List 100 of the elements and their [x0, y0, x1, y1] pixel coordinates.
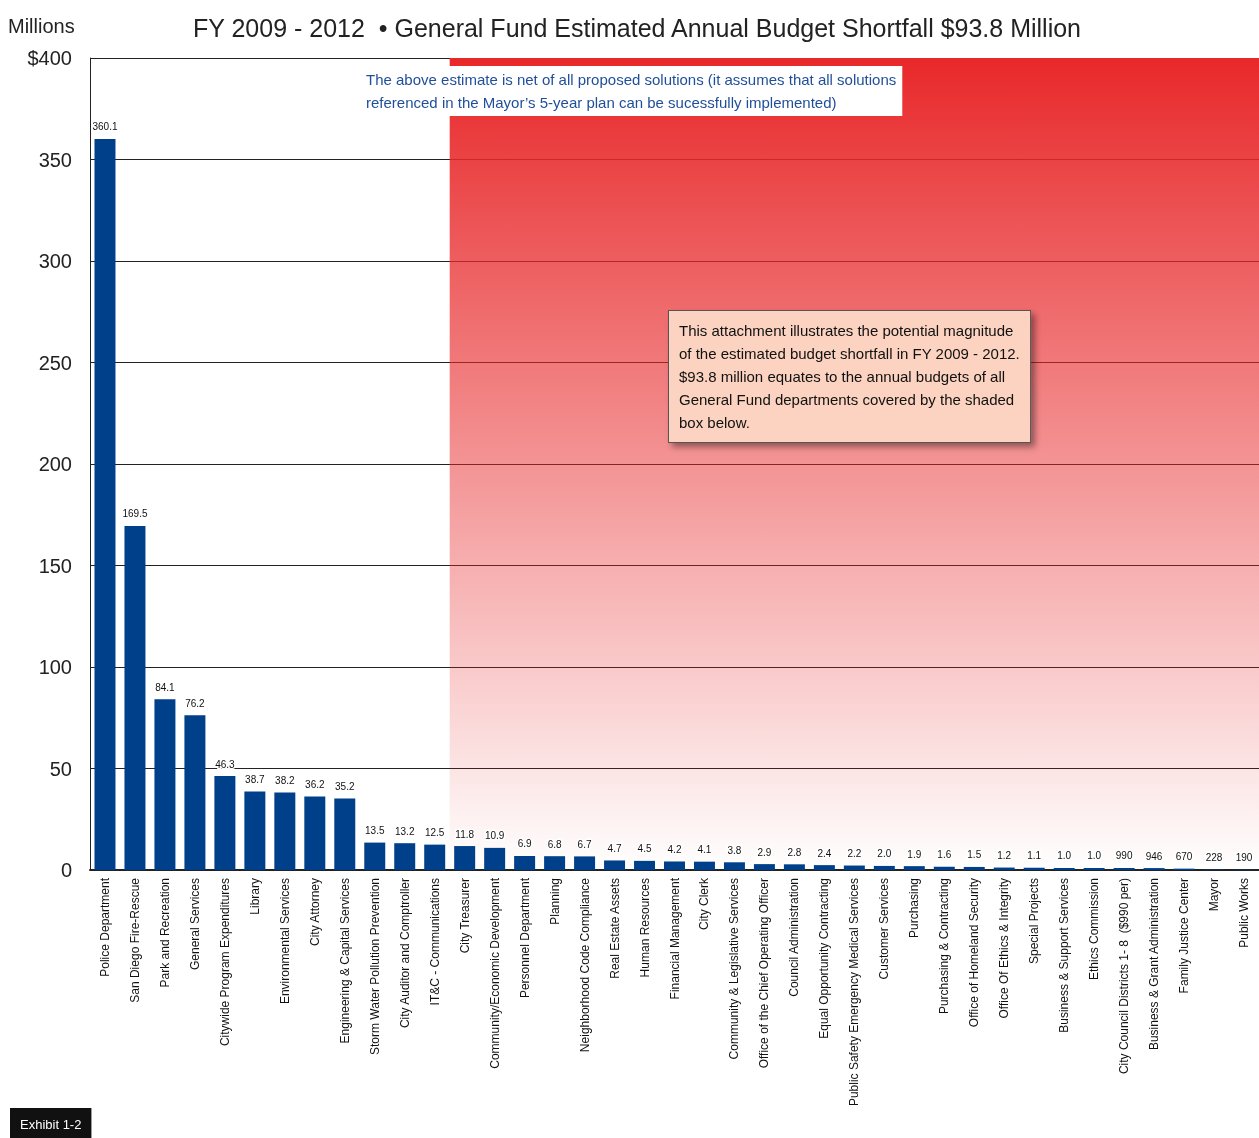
bar	[753, 864, 775, 870]
data-label: 36.2	[305, 779, 325, 791]
x-tick-label: Mayor	[1207, 878, 1222, 912]
x-tick-label: Office of Homeland Security	[967, 878, 982, 1028]
annotation: 990	[1115, 850, 1133, 862]
bar	[933, 866, 955, 870]
x-tick-label: Business & Grant Administration	[1147, 878, 1162, 1051]
data-label: 1.1	[1027, 850, 1042, 862]
data-label: 46.3	[215, 758, 236, 770]
data-label: 4.2	[667, 843, 682, 855]
bar	[124, 525, 146, 870]
bar	[334, 798, 356, 870]
x-tick-label: Ethics Commission	[1087, 878, 1102, 981]
x-tick-label: Family Justice Center	[1177, 878, 1192, 994]
data-label: 2.4	[817, 847, 832, 859]
bar	[664, 861, 685, 870]
data-label: 1.9	[907, 848, 922, 860]
x-tick-label: Neighborhood Code Compliance	[577, 877, 592, 1053]
bar	[903, 866, 925, 870]
data-label: 12.5	[424, 827, 445, 839]
data-label: 84.1	[155, 681, 176, 693]
data-label: 2.2	[847, 848, 862, 860]
annotation: 670	[1175, 851, 1193, 863]
x-tick-label: Community/Economic Development	[487, 877, 502, 1069]
data-label: 1.2	[997, 850, 1012, 862]
data-label: 1.0	[1057, 850, 1072, 862]
bar	[154, 699, 176, 870]
chart-title: FY 2009 - 2012 • General Fund Estimated Annual Budget Shortfall $93.8 Million	[193, 13, 1082, 42]
bar	[304, 796, 326, 870]
x-tick-label: Office Of Ethics & Integrity	[997, 878, 1012, 1019]
data-label: 2.8	[787, 846, 802, 858]
text: Exhibit 1-2	[20, 1117, 82, 1132]
x-tick-label: Engineering & Capital Services	[337, 878, 352, 1044]
bar	[873, 865, 895, 870]
annotation: 190	[1235, 852, 1253, 864]
x-tick-label: City Auditor and Comptroller	[397, 878, 412, 1029]
data-label: 4.5	[637, 843, 652, 855]
bar	[963, 866, 985, 870]
data-label: 13.2	[395, 825, 415, 837]
data-label: 38.7	[245, 773, 266, 785]
y-tick-label: 300	[38, 250, 72, 272]
data-label: 76.2	[185, 697, 206, 709]
bar	[184, 715, 206, 870]
data-label: 1.0	[1087, 850, 1102, 862]
bar	[484, 847, 506, 870]
y-tick-label: 250	[38, 351, 72, 374]
annotation: 228	[1205, 852, 1223, 864]
x-tick-label: City Treasurer	[457, 878, 472, 954]
y-axis-title: Millions	[8, 15, 75, 37]
x-tick-label: Equal Opportunity Contracting	[817, 878, 832, 1039]
bar	[94, 139, 116, 870]
x-tick-label: Environmental Services	[277, 878, 292, 1005]
bar	[394, 843, 416, 870]
x-tick-label: Public Safety Emergency Medical Services	[847, 878, 862, 1107]
x-tick-label: Business & Support Services	[1057, 878, 1072, 1033]
bar	[783, 864, 805, 870]
bar	[574, 856, 596, 870]
x-tick-label: Office of the Chief Operating Officer	[757, 878, 772, 1069]
data-label: 2.0	[877, 848, 892, 860]
x-tick-label: City Attorney	[307, 878, 322, 947]
x-tick-label: Customer Services	[877, 878, 892, 980]
x-tick-label: City Council Districts 1- 8 ($990 per)	[1117, 878, 1132, 1075]
x-tick-label: Purchasing & Contracting	[937, 878, 952, 1015]
bar	[813, 865, 835, 870]
bar	[1083, 867, 1105, 870]
x-tick-label: Storm Water Pollution Prevention	[367, 878, 382, 1055]
x-tick-label: General Services	[187, 878, 202, 971]
bar	[454, 846, 476, 870]
data-label: 10.9	[484, 830, 505, 842]
x-tick-label: Financial Management	[667, 877, 682, 1000]
x-tick-label: Personnel Department	[517, 877, 532, 999]
x-tick-label: Citywide Program Expenditures	[217, 878, 232, 1047]
x-tick-label: City Clerk	[697, 877, 712, 931]
x-tick-label: Community & Legislative Services	[727, 878, 742, 1060]
bar	[244, 791, 266, 870]
x-tick-label: San Diego Fire-Rescue	[127, 877, 142, 1003]
y-tick-label: 150	[38, 554, 72, 577]
x-tick-label: Real Estate Assets	[607, 878, 622, 979]
data-label: 6.7	[577, 838, 592, 850]
x-tick-label: Special Projects	[1027, 878, 1042, 965]
x-tick-label: Planning	[547, 878, 562, 925]
y-tick-label: 350	[38, 148, 72, 171]
x-tick-label: Park and Recreation	[157, 878, 172, 988]
data-label: 360.1	[92, 121, 118, 133]
data-label: 6.9	[517, 838, 533, 850]
x-tick-label: Council Administration	[787, 878, 802, 997]
data-label: 4.7	[607, 842, 622, 854]
data-label: 1.5	[967, 849, 982, 861]
data-label: 1.6	[937, 849, 952, 861]
x-tick-label: Library	[247, 878, 262, 915]
annotation: This attachment illustrates the potential magnitude of the estimated budget shortfall in FY 2009 - 2012. $93.8 million equates to the annual budgets of all General Fund departments covered by the shaded box below.	[679, 322, 1020, 431]
y-tick-label: $400	[27, 47, 72, 69]
x-tick-label: Human Resources	[637, 878, 652, 978]
bar	[364, 842, 386, 870]
y-tick-label: 200	[38, 453, 72, 475]
annotation: The above estimate is net of all proposed solutions (it assumes that all solutions referenced in the Mayor’s 5-year plan can be sucessfully implemented)	[366, 71, 897, 111]
y-tick-label: 50	[49, 757, 72, 780]
data-label: 169.5	[122, 508, 148, 520]
bar	[723, 862, 745, 870]
bar	[424, 844, 446, 870]
